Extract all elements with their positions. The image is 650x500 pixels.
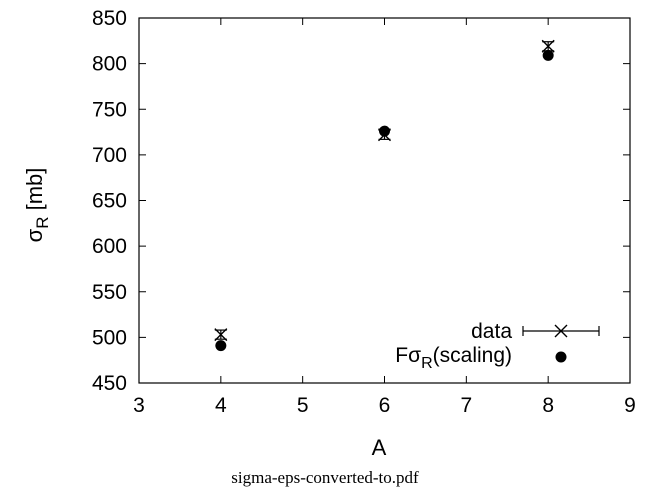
y-tick-label: 650	[92, 190, 127, 213]
y-tick-label: 750	[92, 98, 127, 121]
x-tick-label: 9	[624, 394, 636, 417]
legend-label-scaling-tail: (scaling)	[433, 344, 512, 367]
y-tick-label: 850	[92, 7, 127, 30]
scaling-point	[542, 49, 554, 61]
data-point	[214, 328, 228, 342]
x-tick-label: 5	[297, 394, 309, 417]
x-tick-label: 6	[379, 394, 391, 417]
x-tick-label: 7	[460, 394, 472, 417]
y-axis-label-unit: [mb]	[22, 168, 47, 217]
y-tick-label: 450	[92, 372, 127, 395]
data-cross-marker	[214, 328, 228, 342]
chart: 3 4 5 6 7 8 9 450 500 550 600 650 700 750 800 850 A σR …	[22, 7, 636, 460]
legend: data FσR(scaling)	[395, 320, 600, 372]
scaling-point	[215, 340, 227, 352]
legend-cross-marker	[554, 324, 568, 338]
y-axis-label: σR [mb]	[22, 168, 52, 243]
legend-label-scaling-subscript: R	[421, 355, 433, 372]
y-tick-label: 550	[92, 281, 127, 304]
legend-label-scaling-main: Fσ	[395, 344, 421, 367]
x-tick-label: 4	[215, 394, 227, 417]
axis-ticks: 3 4 5 6 7 8 9 450 500 550 600 650 700 750 800 850	[92, 7, 636, 417]
data-cross-marker	[541, 39, 555, 53]
x-tick-label: 8	[542, 394, 554, 417]
plot-frame	[138, 17, 631, 384]
x-tick-label: 3	[133, 394, 145, 417]
x-axis-label: A	[372, 435, 387, 460]
data-marks	[214, 39, 555, 352]
y-tick-label: 600	[92, 235, 127, 258]
legend-label-data: data	[471, 320, 512, 343]
y-tick-label: 700	[92, 144, 127, 167]
y-tick-label: 800	[92, 53, 127, 76]
legend-circle-marker	[555, 351, 567, 363]
file-caption: sigma-eps-converted-to.pdf	[231, 468, 419, 487]
y-tick-label: 500	[92, 326, 127, 349]
y-axis-label-subscript: R	[33, 217, 52, 229]
legend-label-scaling: FσR(scaling)	[395, 344, 512, 372]
scaling-point	[379, 125, 390, 137]
y-axis-label-symbol: σ	[22, 228, 47, 242]
